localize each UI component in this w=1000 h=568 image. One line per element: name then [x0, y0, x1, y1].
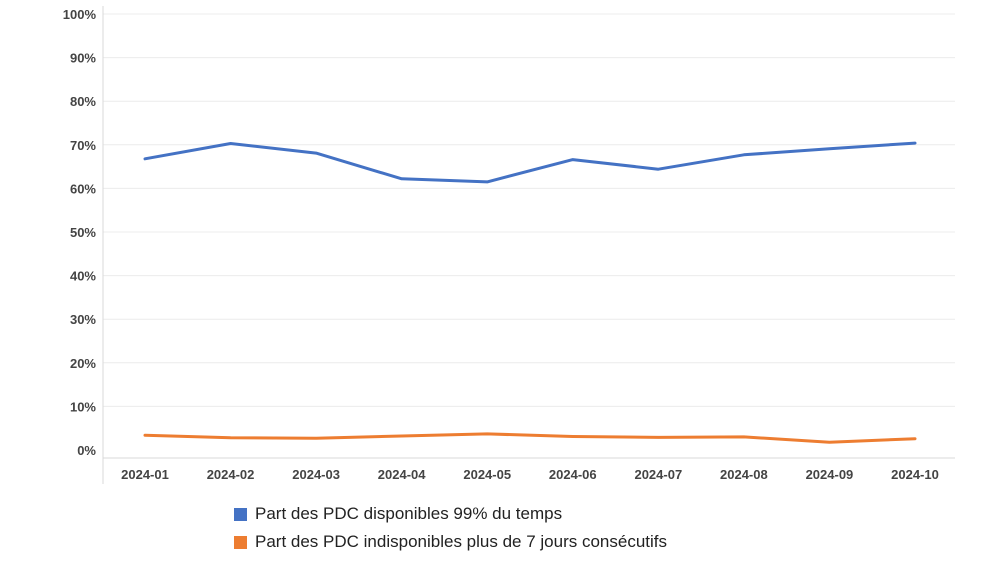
y-tick-label: 20% [70, 356, 96, 371]
x-tick-label: 2024-03 [292, 467, 340, 482]
axes [102, 6, 955, 484]
grid-lines [103, 13, 955, 407]
x-tick-label: 2024-01 [121, 467, 169, 482]
y-tick-label: 0% [77, 443, 96, 458]
legend: Part des PDC disponibles 99% du temps Pa… [234, 500, 834, 556]
y-tick-label: 80% [70, 94, 96, 109]
x-axis-ticks: 2024-01 2024-02 2024-03 2024-04 2024-05 2024-… [121, 467, 939, 482]
y-tick-label: 50% [70, 225, 96, 240]
x-tick-label: 2024-05 [463, 467, 511, 482]
x-tick-label: 2024-10 [891, 467, 939, 482]
y-tick-label: 30% [70, 312, 96, 327]
x-tick-label: 2024-04 [378, 467, 426, 482]
legend-label-series-1: Part des PDC disponibles 99% du temps [255, 504, 563, 523]
legend-swatch-series-2 [234, 535, 247, 549]
legend-item-series-1: Part des PDC disponibles 99% du temps [234, 500, 834, 528]
x-tick-label: 2024-08 [720, 467, 768, 482]
series-line-2 [143, 432, 917, 444]
series-line-1 [143, 141, 917, 184]
y-axis-ticks: 0% 10% 20% 30% 40% 50% 60% 70% 80% 90% 100% [63, 7, 97, 458]
x-tick-label: 2024-02 [207, 467, 255, 482]
x-tick-label: 2024-07 [634, 467, 682, 482]
y-tick-label: 60% [70, 181, 96, 196]
y-tick-label: 90% [70, 51, 96, 66]
y-tick-label: 40% [70, 269, 96, 284]
legend-label-series-2: Part des PDC indisponibles plus de 7 jou… [255, 532, 667, 551]
legend-swatch-series-1 [234, 507, 247, 521]
y-tick-label: 70% [70, 138, 96, 153]
y-tick-label: 100% [63, 7, 97, 22]
legend-item-series-2: Part des PDC indisponibles plus de 7 jou… [234, 528, 834, 556]
x-tick-label: 2024-06 [549, 467, 597, 482]
series-lines [143, 141, 917, 444]
y-tick-label: 10% [70, 399, 96, 414]
x-tick-label: 2024-09 [806, 467, 854, 482]
